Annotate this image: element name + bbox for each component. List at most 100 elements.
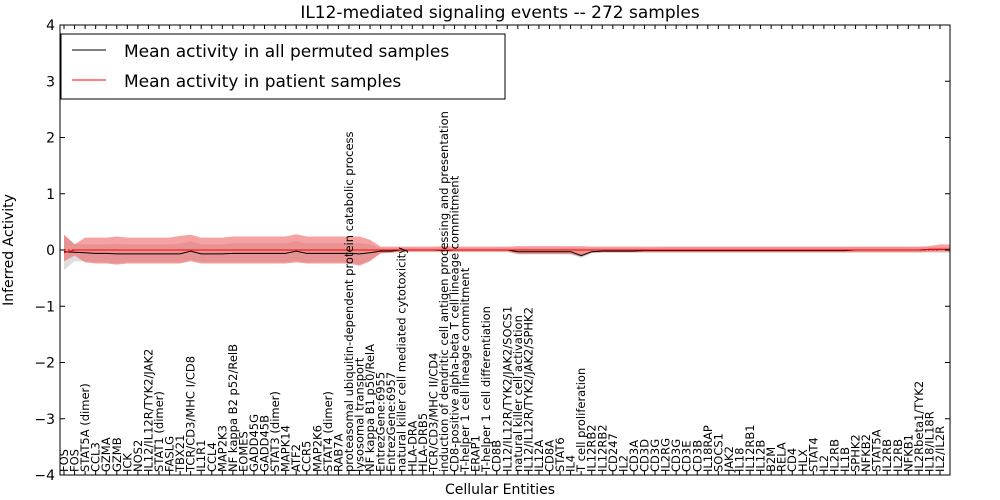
x-tick-label: natural killer cell mediated cytotoxicit… [395, 247, 409, 472]
x-tick-label: CD3E [680, 441, 694, 472]
x-tick-label: natural killer cell activation [511, 315, 525, 472]
y-axis-label: Inferred Activity [1, 194, 17, 306]
x-tick-label: IL2/IL2R [933, 426, 947, 472]
x-tick-label: proteasomal ubiquitin-dependent protein … [342, 131, 356, 472]
x-tick-label: TCR/CD3/MHC II/CD4 [426, 353, 440, 473]
x-tick-label: FOS [68, 449, 82, 472]
x-tick-label: IL2RB [880, 439, 894, 472]
x-tick-label: IL2 [616, 455, 630, 472]
x-tick-label: CD8A [543, 440, 557, 472]
x-tick-label: SPHK2 [849, 434, 863, 472]
x-tick-label: STAT5A [870, 429, 884, 472]
y-tick-label: 4 [46, 18, 55, 34]
x-tick-label: HLX [796, 449, 810, 472]
x-tick-label: CD3G [669, 439, 683, 472]
x-tick-label: IL2RB [828, 439, 842, 472]
x-tick-label: IL12B [754, 440, 768, 472]
y-tick-label: 0 [46, 243, 55, 259]
x-tick-label: CCR5 [300, 441, 314, 472]
legend-label-permuted: Mean activity in all permuted samples [124, 42, 449, 62]
x-tick-label: IL2RG [659, 438, 673, 472]
x-tick-label: RELA [775, 442, 789, 472]
x-tick-label: IL12/IL12R/TYK2/JAK2/SPHK2 [521, 307, 535, 472]
x-tick-label: EOMES [236, 431, 250, 472]
legend-box [60, 33, 506, 100]
x-tick-label: NOS2 [131, 440, 145, 472]
x-tick-label: CD3B [690, 440, 704, 472]
x-tick-label: IL12/IL12R/TYK2/JAK2/SOCS1 [500, 306, 514, 472]
x-tick-label: IL2RB [891, 439, 905, 472]
axis-ticks: −4 −3 −2 −1 0 1 2 3 4 [34, 18, 950, 484]
x-tick-label: MAPK14 [279, 425, 293, 472]
x-tick-label: IL2Rbeta1/TYK2 [912, 381, 926, 472]
x-axis-label: Cellular Entities [445, 482, 555, 498]
x-tick-label: SOCS1 [711, 433, 725, 472]
x-tick-label: induction of dendritic cell antigen proc… [437, 111, 451, 472]
x-tick-label: IL12RB2 [595, 424, 609, 472]
x-tick-label: STAT4 (dimer) [321, 391, 335, 472]
x-tick-label: GZMB [110, 437, 124, 472]
x-tick-label: GADD45B [258, 415, 272, 472]
legend: Mean activity in all permuted samples Me… [60, 33, 506, 100]
x-tick-label: CD4 [785, 448, 799, 472]
x-tick-label: CD3D [638, 439, 652, 472]
x-tick-label: CCL3 [89, 442, 103, 472]
x-tick-label: IL12/IL12R/TYK2/JAK2 [141, 349, 155, 472]
x-tick-label: MAP2K3 [215, 425, 229, 472]
x-tick-label: CCL4 [205, 442, 219, 472]
x-tick-label: MAP2K6 [310, 425, 324, 472]
x-tick-label: GADD45G [247, 414, 261, 472]
x-tick-label: TBX21 [173, 435, 187, 473]
x-tick-label: STAT3 (dimer) [268, 391, 282, 472]
y-tick-label: 2 [46, 131, 55, 147]
x-tick-label: HLA-DRA [405, 421, 419, 472]
x-tick-label: NFKB2 [859, 434, 873, 472]
x-tick-label: lysosomal transport [353, 357, 367, 472]
y-tick-label: 1 [46, 187, 55, 203]
x-tick-label: ATF2 [289, 444, 303, 472]
x-tick-label: CD3A [627, 440, 641, 472]
x-tick-label: STAT5A (dimer) [78, 383, 92, 472]
plot-frame [59, 24, 951, 476]
x-tick-label: IL4 [564, 455, 578, 472]
x-tick-label: NFKB1 [901, 434, 915, 472]
x-tick-label: IL18RAP [701, 425, 715, 472]
x-tick-label: HLA-DRB5 [416, 413, 430, 472]
y-tick-label: −2 [34, 356, 55, 372]
y-tick-label: −1 [34, 299, 55, 315]
x-tick-label: IL12A [532, 440, 546, 472]
y-tick-label: 3 [46, 74, 55, 90]
x-tick-label: TCR/CD3/MHC I/CD8 [184, 356, 198, 473]
y-tick-label: −4 [34, 468, 55, 484]
x-tick-label: ERAP1 [469, 435, 483, 472]
x-tick-label: T-helper 1 cell differentiation [479, 306, 493, 473]
x-tick-label: EntrezGene:6957 [384, 372, 398, 472]
x-tick-label: STAT6 [553, 437, 567, 472]
x-tick-label: CD3G [648, 439, 662, 472]
x-tick-label: IL1R1 [194, 440, 208, 472]
chart-title: IL12-mediated signaling events -- 272 sa… [300, 3, 700, 23]
x-tick-label: IL2 [817, 455, 831, 472]
x-tick-label: IL12RB1 [743, 424, 757, 472]
x-tick-label: GZMA [99, 437, 113, 472]
x-tick-label: STAT4 [806, 437, 820, 472]
x-tick-label: IL1B [838, 447, 852, 472]
legend-label-patient: Mean activity in patient samples [124, 72, 401, 92]
x-tick-label: EntrezGene:6955 [374, 372, 388, 472]
x-tick-label: IL18 [733, 448, 747, 472]
x-tick-label: IL18/IL18R [922, 411, 936, 472]
x-tick-label: CD8-positive alpha-beta T cell lineage c… [448, 175, 462, 472]
x-tick-label: STAT1 (dimer) [152, 391, 166, 472]
x-tick-label: NF kappa B1 p50/RelA [363, 344, 377, 472]
x-tick-label: T-helper 1 cell lineage commitment [458, 267, 472, 473]
y-tick-label: −3 [34, 412, 55, 428]
x-tick-label: RAB7A [331, 433, 345, 472]
x-tick-label: CD247 [606, 433, 620, 472]
permuted-mean-line [63, 248, 950, 257]
x-tick-label: FASLG [163, 436, 177, 472]
x-tick-label: T cell proliferation [574, 368, 588, 473]
x-tick-label: IL12RB2 [585, 424, 599, 472]
series-lines [63, 248, 950, 257]
